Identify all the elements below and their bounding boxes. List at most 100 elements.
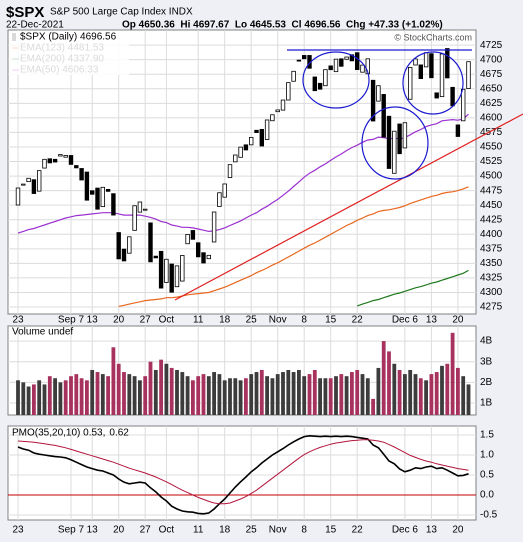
- volume-bar: [74, 374, 79, 415]
- candle: [127, 236, 132, 254]
- volume-bar: [111, 347, 116, 415]
- y-tick-label: 4600: [480, 113, 503, 124]
- candle: [381, 94, 386, 138]
- volume-bar: [408, 369, 413, 415]
- candle: [312, 76, 317, 92]
- volume-bar: [95, 372, 100, 415]
- x-tick-label: 11: [193, 525, 204, 536]
- y-tick-label: 0.0: [480, 490, 494, 501]
- x-tick-label: 15: [325, 525, 337, 536]
- volume-bar: [37, 380, 42, 415]
- candle: [370, 79, 376, 122]
- volume-bar: [397, 369, 402, 415]
- volume-bar: [275, 374, 280, 415]
- volume-bar: [344, 376, 349, 415]
- volume-bar: [79, 378, 84, 415]
- volume-bar: [116, 363, 121, 415]
- volume-bar: [350, 372, 354, 415]
- volume-bar: [127, 374, 132, 415]
- x-tick-label: 27: [140, 525, 152, 536]
- candle: [164, 258, 169, 283]
- candle: [121, 248, 127, 262]
- candle: [333, 58, 339, 73]
- volume-bar: [222, 380, 227, 415]
- legend-box: [9, 31, 129, 75]
- y-tick-label: 4475: [480, 185, 503, 196]
- candle: [68, 155, 74, 165]
- volume-bar: [429, 374, 434, 415]
- candle: [328, 65, 333, 71]
- y-tick-label: 4525: [480, 156, 503, 167]
- candle: [280, 99, 286, 111]
- volume-bar: [164, 363, 169, 415]
- volume-bar: [228, 378, 232, 415]
- candle: [217, 192, 222, 207]
- candle: [153, 255, 158, 259]
- x-tick-label: 20: [113, 525, 125, 536]
- x-tick-label: Oct: [159, 525, 175, 536]
- candle: [95, 187, 100, 210]
- volume-bar: [286, 369, 291, 415]
- annotation-circle: [402, 51, 464, 115]
- candle: [211, 211, 217, 243]
- volume-bar: [265, 376, 269, 415]
- candle: [79, 168, 84, 181]
- y-tick-label: 2B: [480, 377, 493, 388]
- pmo-panel: [7, 425, 477, 521]
- volume-bar: [456, 367, 460, 415]
- candle: [58, 154, 63, 157]
- x-tick-label: Sep 7: [58, 315, 85, 326]
- candle: [26, 177, 31, 183]
- volume-bar: [334, 376, 338, 415]
- x-tick-label: 20: [113, 315, 125, 326]
- candle: [450, 86, 455, 107]
- candle: [339, 58, 344, 67]
- x-tick-label: 8: [301, 525, 307, 536]
- volume-bar: [291, 372, 296, 415]
- candle: [52, 158, 58, 163]
- quote: Op 4650.36 Hi 4697.67 Lo 4645.53 Cl 4696…: [122, 20, 443, 31]
- candle: [90, 190, 95, 195]
- candle: [429, 53, 434, 79]
- y-tick-label: 4725: [480, 40, 503, 51]
- volume-bar: [323, 378, 328, 415]
- volume-bar: [180, 372, 185, 415]
- candle: [466, 61, 471, 89]
- volume-bar: [42, 384, 47, 415]
- candle: [360, 64, 365, 73]
- x-tick-label: 15: [325, 315, 337, 326]
- pmo-line: [17, 439, 469, 505]
- x-tick-label: 22: [352, 525, 364, 536]
- candle: [423, 52, 429, 68]
- x-tick-label: 23: [12, 525, 24, 536]
- volume-bar: [376, 367, 381, 415]
- volume-bar: [381, 341, 386, 415]
- x-tick-label: 20: [452, 525, 464, 536]
- y-tick-label: 4B: [480, 336, 493, 347]
- volume-bar: [32, 384, 36, 415]
- x-tick-label: 25: [246, 525, 258, 536]
- y-tick-label: 4675: [480, 69, 503, 80]
- volume-bar: [371, 398, 375, 415]
- x-tick-label: 13: [87, 525, 99, 536]
- volume-bar: [206, 376, 211, 415]
- candle: [137, 201, 143, 213]
- volume-bar: [63, 380, 68, 415]
- candle: [243, 144, 249, 151]
- volume-bar: [281, 372, 285, 415]
- volume-bar: [440, 365, 444, 415]
- volume-bar: [85, 380, 89, 415]
- candle: [402, 122, 408, 149]
- candle: [386, 115, 392, 169]
- ema-line: [357, 269, 469, 307]
- x-tick-label: 11: [193, 315, 204, 326]
- volume-bar: [212, 372, 216, 415]
- copyright: © StockCharts.com: [394, 32, 472, 42]
- volume-bar: [90, 369, 95, 415]
- candle: [445, 48, 450, 79]
- candle: [460, 88, 466, 122]
- volume-bar: [318, 378, 322, 415]
- candle: [111, 193, 116, 216]
- pmo-line: [17, 434, 469, 515]
